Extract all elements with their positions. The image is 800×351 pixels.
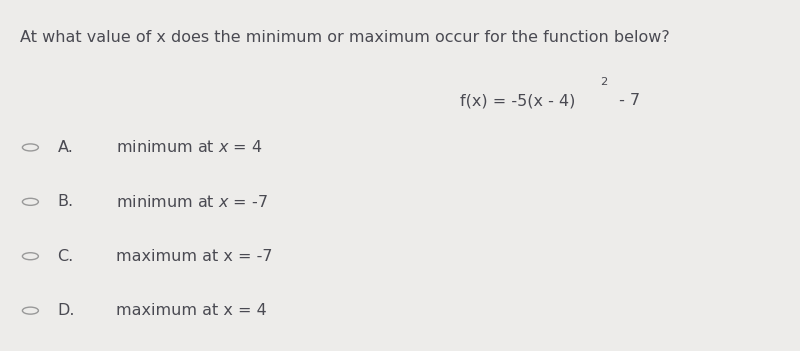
Text: minimum at $\mathit{x}$ = -7: minimum at $\mathit{x}$ = -7 [116,194,268,210]
Text: f(x) = -5(x - 4): f(x) = -5(x - 4) [460,93,575,108]
Text: - 7: - 7 [614,93,641,108]
Text: At what value of x does the minimum or maximum occur for the function below?: At what value of x does the minimum or m… [20,30,670,45]
Text: A.: A. [58,140,74,155]
Text: D.: D. [58,303,75,318]
Text: maximum at x = -7: maximum at x = -7 [116,249,273,264]
Text: C.: C. [58,249,74,264]
Text: B.: B. [58,194,74,209]
Text: 2: 2 [600,77,607,87]
Text: minimum at $\mathit{x}$ = 4: minimum at $\mathit{x}$ = 4 [116,139,262,155]
Text: maximum at x = 4: maximum at x = 4 [116,303,266,318]
